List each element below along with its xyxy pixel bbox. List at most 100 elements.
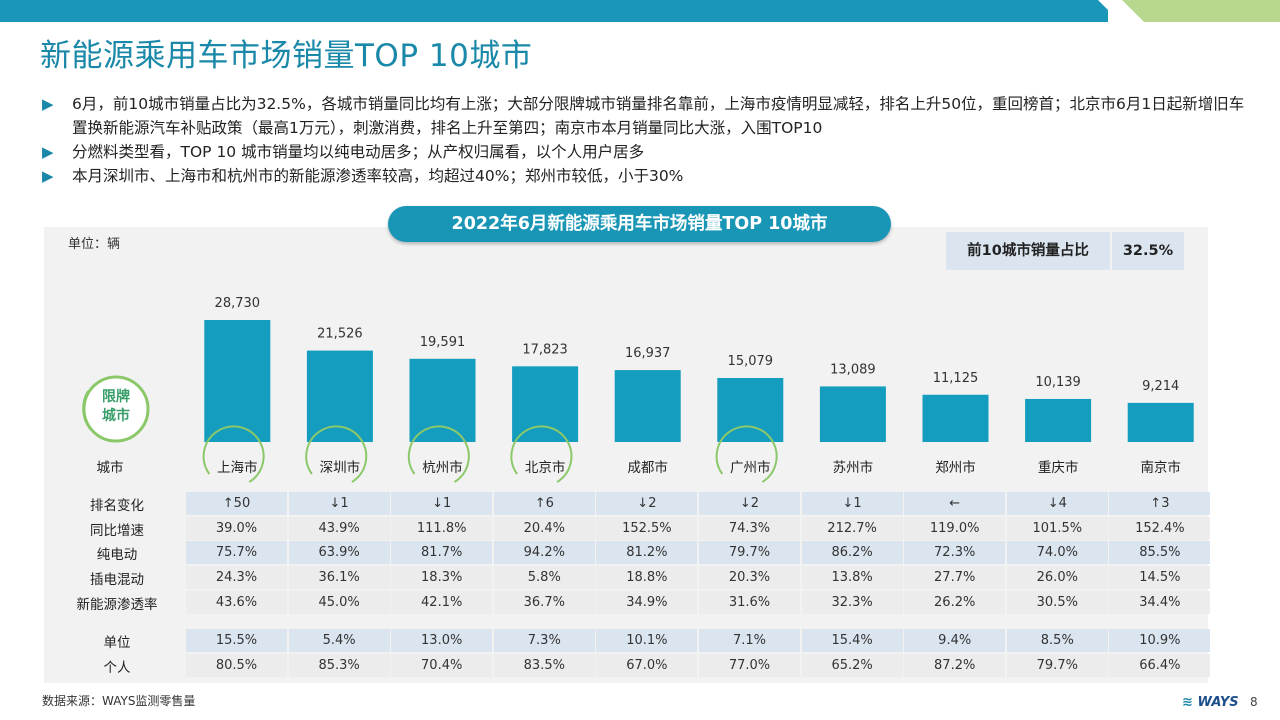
share-value: 32.5% (1110, 232, 1184, 270)
triangle-bullet-icon: ▶ (42, 167, 54, 185)
table-cell: 7.3% (493, 629, 595, 652)
table-row-label: 插电混动 (90, 572, 144, 588)
table-cell: ← (904, 492, 1006, 515)
x-tick-label: 成都市 (627, 459, 668, 476)
table-cell: 66.4% (1109, 654, 1211, 677)
table-cell: 43.6% (186, 591, 287, 614)
table-cell: 32.3% (801, 591, 903, 614)
table-cell: 20.3% (699, 566, 800, 589)
table-cell: 14.5% (1109, 566, 1211, 589)
bullet-text: 分燃料类型看，TOP 10 城市销量均以纯电动居多；从产权归属看，以个人用户居多 (72, 143, 645, 161)
ways-logo: ≋ WAYS (1182, 695, 1239, 710)
table-cell: ↑6 (493, 492, 595, 515)
table-cell: ↑50 (186, 492, 287, 515)
x-tick-label: 南京市 (1140, 459, 1181, 476)
source-note: 数据来源：WAYS监测零售量 (42, 694, 196, 708)
table-cell: 31.6% (699, 591, 800, 614)
table-cell: ↓4 (1006, 492, 1108, 515)
triangle-bullet-icon: ▶ (42, 95, 54, 113)
badge-text: 限牌 城市 (94, 388, 138, 426)
table-cell: 45.0% (288, 591, 390, 614)
table-row-label: 新能源渗透率 (76, 597, 158, 613)
x-tick-label: 苏州市 (833, 459, 874, 476)
table-cell: 15.4% (801, 629, 903, 652)
bullet-list: ▶ 6月，前10城市销量占比为32.5%，各城市销量同比均有上涨；大部分限牌城市销… (42, 92, 1257, 188)
table-cell: 42.1% (391, 591, 493, 614)
bar-chart: 28,730 上海市 21,526 深圳市 19,591 杭州市 17,823 北京市 16,9… (202, 296, 1194, 483)
bar-value-label: 21,526 (317, 327, 363, 342)
restricted-city-ring (510, 425, 573, 483)
table-cell: 9.4% (904, 629, 1006, 652)
table-cell: 80.5% (186, 654, 287, 677)
bar (717, 377, 784, 442)
logo-mark-icon: ≋ (1182, 695, 1193, 710)
restricted-city-ring (407, 425, 470, 483)
table-cell: 87.2% (904, 654, 1006, 677)
bar (204, 320, 271, 442)
bar-value-label: 15,079 (728, 354, 774, 369)
bullet-item: ▶ 本月深圳市、上海市和杭州市的新能源渗透率较高，均超过40%；郑州市较低，小于3… (42, 164, 1257, 188)
table-cell: 72.3% (904, 541, 1006, 564)
bar-value-label: 17,823 (522, 342, 568, 357)
bar-value-label: 13,089 (830, 362, 876, 377)
table-cell: 74.3% (699, 517, 800, 540)
bar-value-label: 28,730 (215, 296, 260, 311)
table-cell: 20.4% (493, 517, 595, 540)
badge-line2: 城市 (102, 408, 130, 424)
table-cell: 81.2% (596, 541, 698, 564)
table-cell: 81.7% (391, 541, 493, 564)
table-cell: ↓1 (801, 492, 903, 515)
table-cell: 10.9% (1109, 629, 1211, 652)
restricted-city-ring (715, 425, 778, 483)
chart-title: 2022年6月新能源乘用车市场销量TOP 10城市 (388, 206, 891, 242)
table-cell: 79.7% (1006, 654, 1108, 677)
share-label: 前10城市销量占比 (946, 232, 1110, 270)
table-cell: 8.5% (1006, 629, 1108, 652)
bar-value-label: 10,139 (1035, 375, 1081, 390)
bar (306, 350, 373, 442)
table-row-label: 同比增速 (90, 523, 144, 539)
table-cell: 152.4% (1109, 517, 1211, 540)
bullet-text: 6月，前10城市销量占比为32.5%，各城市销量同比均有上涨；大部分限牌城市销量… (72, 95, 1245, 137)
table-cell: 36.7% (493, 591, 595, 614)
table-cell: 26.2% (904, 591, 1006, 614)
bullet-item: ▶ 6月，前10城市销量占比为32.5%，各城市销量同比均有上涨；大部分限牌城市销… (42, 92, 1257, 140)
table-cell: 34.4% (1109, 591, 1211, 614)
table-cell: 74.0% (1006, 541, 1108, 564)
bar-value-label: 19,591 (420, 335, 466, 350)
table-cell: 5.8% (493, 566, 595, 589)
x-tick-label: 上海市 (217, 459, 257, 476)
page-number: 8 (1250, 695, 1258, 709)
table-cell: ↓2 (699, 492, 800, 515)
table-cell: 43.9% (288, 517, 390, 540)
page-title: 新能源乘用车市场销量TOP 10城市 (40, 38, 533, 74)
bar (409, 358, 476, 442)
table-cell: 26.0% (1006, 566, 1108, 589)
table-cell: 34.9% (596, 591, 698, 614)
bar (1127, 402, 1194, 442)
bar (512, 366, 579, 442)
restricted-city-badge (82, 375, 150, 443)
restricted-city-ring (305, 425, 368, 483)
x-tick-label: 北京市 (525, 459, 566, 476)
x-tick-label: 郑州市 (935, 459, 976, 476)
bar (819, 386, 886, 442)
table-cell: 70.4% (391, 654, 493, 677)
bar (922, 394, 989, 442)
table-cell: 75.7% (186, 541, 287, 564)
bullet-text: 本月深圳市、上海市和杭州市的新能源渗透率较高，均超过40%；郑州市较低，小于30… (72, 167, 684, 185)
table-cell: 18.3% (391, 566, 493, 589)
table-cell: 85.5% (1109, 541, 1211, 564)
x-tick-label: 杭州市 (422, 459, 463, 476)
logo-text: WAYS (1197, 695, 1239, 710)
table-row-label: 个人 (103, 660, 131, 676)
table-cell: ↓2 (596, 492, 698, 515)
share-box: 前10城市销量占比 32.5% (946, 232, 1184, 270)
restricted-city-ring (202, 425, 265, 483)
table-cell: 77.0% (699, 654, 800, 677)
table-cell: 18.8% (596, 566, 698, 589)
table-cell: 15.5% (186, 629, 287, 652)
table-cell: ↓1 (391, 492, 493, 515)
table-cell: 13.0% (391, 629, 493, 652)
table-cell: 13.8% (801, 566, 903, 589)
